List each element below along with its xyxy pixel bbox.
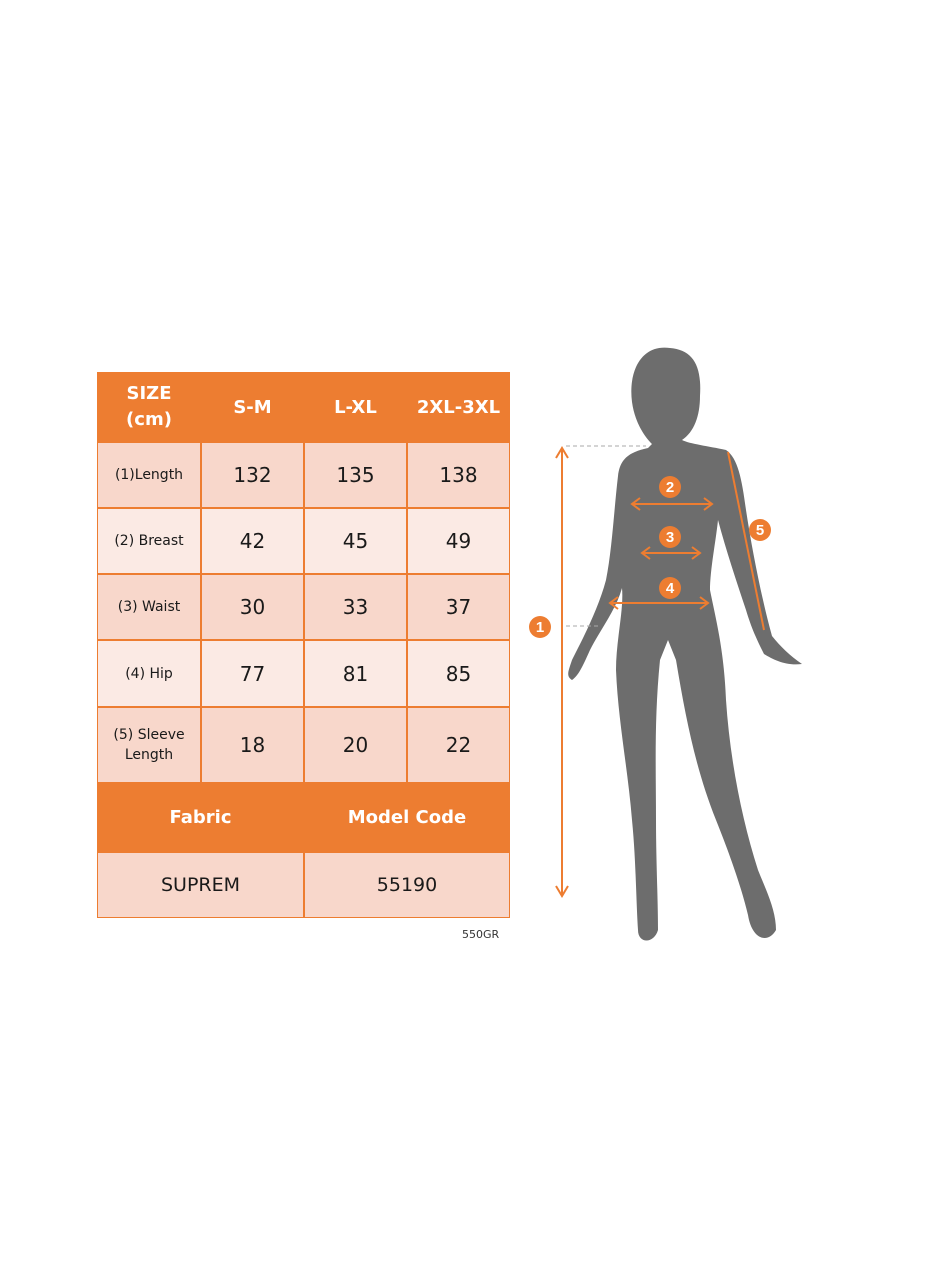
cell-value: 138 [407,442,510,508]
cell-value: 33 [304,574,407,640]
guide-lines [566,445,646,627]
cell-value: 49 [407,508,510,574]
fabric-value: SUPREM [97,852,304,918]
body-measurement-figure: 1 2 3 4 5 [529,347,802,941]
row-label: (1)Length [97,442,201,508]
marker-1-label: 1 [536,619,544,636]
cell-value: 30 [201,574,304,640]
info-row: SUPREM 55190 [97,852,510,918]
table-header: SIZE (cm) S-M L-XL 2XL-3XL [97,372,510,442]
silhouette [568,347,802,941]
marker-4 [659,577,681,599]
row-label: (3) Waist [97,574,201,640]
header-2xl-3xl: 2XL-3XL [407,372,510,442]
cell-value: 85 [407,640,510,707]
marker-5-label: 5 [756,522,764,539]
header-l-xl: L-XL [304,372,407,442]
cell-value: 42 [201,508,304,574]
markers [529,476,771,638]
table-row: (2) Breast 42 45 49 [97,508,510,574]
header-size: SIZE (cm) [97,372,201,442]
size-chart-table: SIZE (cm) S-M L-XL 2XL-3XL (1)Length 132… [97,372,510,918]
table-row: (1)Length 132 135 138 [97,442,510,508]
marker-1 [529,616,551,638]
info-header: Fabric Model Code [97,783,510,852]
marker-3 [659,526,681,548]
cell-value: 18 [201,707,304,783]
cell-value: 81 [304,640,407,707]
marker-5 [749,519,771,541]
measurement-lines [555,446,765,898]
row-label: (2) Breast [97,508,201,574]
cell-value: 77 [201,640,304,707]
table-row: (5) Sleeve Length 18 20 22 [97,707,510,783]
cell-value: 22 [407,707,510,783]
row-label: (5) Sleeve Length [97,707,201,783]
cell-value: 37 [407,574,510,640]
cell-value: 20 [304,707,407,783]
table-row: (4) Hip 77 81 85 [97,640,510,707]
marker-3-label: 3 [666,529,674,546]
marker-2-label: 2 [666,479,674,496]
cell-value: 132 [201,442,304,508]
row-label: (4) Hip [97,640,201,707]
marker-4-label: 4 [666,580,675,597]
model-code-header: Model Code [304,783,510,852]
sleeve-arrow [727,451,765,631]
fabric-header: Fabric [97,783,304,852]
header-s-m: S-M [201,372,304,442]
model-code-value: 55190 [304,852,510,918]
marker-2 [659,476,681,498]
fabric-weight: 550GR [462,928,500,941]
cell-value: 135 [304,442,407,508]
table-row: (3) Waist 30 33 37 [97,574,510,640]
cell-value: 45 [304,508,407,574]
